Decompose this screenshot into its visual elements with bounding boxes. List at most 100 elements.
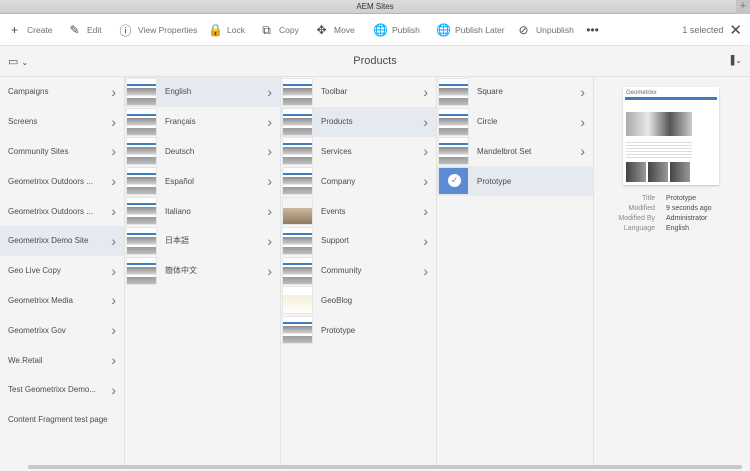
list-item[interactable]: Products › bbox=[281, 106, 436, 137]
list-item[interactable]: Geometrixx Media › bbox=[0, 286, 124, 316]
move-button[interactable]: ✥ Move bbox=[315, 14, 354, 46]
list-item[interactable]: Support › bbox=[281, 226, 436, 256]
globe-off-icon: ⊘ bbox=[518, 23, 529, 37]
list-item[interactable]: Events › bbox=[281, 196, 436, 226]
item-label: Mandelbrot Set bbox=[477, 146, 532, 156]
chevron-right-icon[interactable]: › bbox=[267, 232, 272, 249]
list-item[interactable]: Circle › bbox=[437, 107, 593, 137]
button-label: Lock bbox=[227, 25, 245, 35]
chevron-right-icon[interactable]: › bbox=[111, 381, 116, 398]
page-thumbnail bbox=[282, 197, 313, 226]
view-properties-button[interactable]: ⓘ View Properties bbox=[119, 14, 197, 46]
item-label: Community bbox=[321, 266, 362, 276]
list-item[interactable]: Deutsch › bbox=[125, 137, 280, 167]
list-item[interactable]: Toolbar › bbox=[281, 77, 436, 107]
list-item[interactable]: Français › bbox=[125, 107, 280, 137]
chevron-right-icon[interactable]: › bbox=[423, 113, 428, 130]
list-item[interactable]: Geometrixx Outdoors ... › bbox=[0, 196, 124, 226]
chevron-right-icon[interactable]: › bbox=[111, 292, 116, 309]
list-item[interactable]: Campaigns › bbox=[0, 77, 124, 107]
chevron-right-icon[interactable]: › bbox=[267, 262, 272, 279]
list-item[interactable]: Company › bbox=[281, 166, 436, 196]
list-item[interactable]: Mandelbrot Set › bbox=[437, 137, 593, 167]
create-button[interactable]: + Create bbox=[8, 14, 53, 46]
publish-button[interactable]: 🌐 Publish bbox=[373, 14, 420, 46]
page-thumbnail bbox=[438, 107, 469, 136]
page-thumbnail bbox=[126, 197, 157, 226]
list-item[interactable]: Geometrixx Outdoors ... › bbox=[0, 166, 124, 196]
chevron-right-icon[interactable]: › bbox=[580, 83, 585, 100]
page-thumbnail bbox=[282, 226, 313, 255]
new-tab-button[interactable]: + bbox=[736, 0, 750, 14]
page-thumbnail bbox=[126, 167, 157, 196]
chevron-right-icon[interactable]: › bbox=[580, 143, 585, 160]
list-item[interactable]: English › bbox=[125, 77, 280, 107]
plus-icon: + bbox=[10, 23, 18, 37]
list-item[interactable]: 日本語 › bbox=[125, 226, 280, 256]
list-item[interactable]: Square › bbox=[437, 77, 593, 107]
edit-button[interactable]: ✎ Edit bbox=[68, 14, 101, 46]
checkmark-icon bbox=[438, 167, 469, 196]
chevron-right-icon[interactable]: › bbox=[423, 203, 428, 220]
list-item[interactable]: Prototype bbox=[281, 315, 436, 345]
list-item[interactable]: Community › bbox=[281, 256, 436, 286]
list-item[interactable]: GeoBlog bbox=[281, 286, 436, 316]
chevron-right-icon[interactable]: › bbox=[423, 173, 428, 190]
page-thumbnail bbox=[126, 77, 157, 106]
chevron-right-icon[interactable]: › bbox=[111, 113, 116, 130]
list-item[interactable]: Test Geometrixx Demo... › bbox=[0, 375, 124, 405]
chevron-right-icon[interactable]: › bbox=[111, 352, 116, 369]
chevron-right-icon[interactable]: › bbox=[267, 83, 272, 100]
list-item[interactable]: Content Fragment test page bbox=[0, 405, 124, 435]
info-icon: ⓘ bbox=[119, 23, 132, 38]
chevron-right-icon[interactable]: › bbox=[267, 203, 272, 220]
list-item[interactable]: Prototype bbox=[437, 166, 593, 197]
item-label: Content Fragment test page bbox=[8, 415, 108, 425]
page-thumbnail bbox=[126, 107, 157, 136]
chevron-right-icon[interactable]: › bbox=[111, 83, 116, 100]
chevron-right-icon[interactable]: › bbox=[111, 262, 116, 279]
list-item[interactable]: Community Sites › bbox=[0, 137, 124, 167]
list-item[interactable]: Español › bbox=[125, 166, 280, 196]
page-title: Products bbox=[353, 55, 397, 67]
chevron-right-icon[interactable]: › bbox=[423, 143, 428, 160]
copy-icon: ⧉ bbox=[262, 22, 271, 37]
chevron-right-icon[interactable]: › bbox=[267, 143, 272, 160]
chevron-right-icon[interactable]: › bbox=[111, 143, 116, 160]
horizontal-scrollbar[interactable] bbox=[28, 465, 742, 469]
chevron-right-icon[interactable]: › bbox=[111, 232, 116, 249]
list-item[interactable]: We.Retail › bbox=[0, 345, 124, 375]
chevron-right-icon[interactable]: › bbox=[267, 113, 272, 130]
chevron-right-icon[interactable]: › bbox=[423, 262, 428, 279]
list-item[interactable]: Geometrixx Demo Site › bbox=[0, 226, 124, 256]
lock-button[interactable]: 🔒 Lock bbox=[208, 14, 245, 46]
list-item[interactable]: Geometrixx Gov › bbox=[0, 315, 124, 345]
publish-later-button[interactable]: 🌐 Publish Later bbox=[436, 14, 505, 46]
chevron-right-icon[interactable]: › bbox=[111, 203, 116, 220]
close-selection-icon[interactable]: ✕ bbox=[729, 22, 742, 39]
list-item[interactable]: Geo Live Copy › bbox=[0, 256, 124, 286]
item-label: Test Geometrixx Demo... bbox=[8, 385, 97, 395]
view-switcher-button[interactable]: ||| ⌄ bbox=[730, 54, 742, 66]
chevron-right-icon[interactable]: › bbox=[580, 113, 585, 130]
list-item[interactable]: Services › bbox=[281, 137, 436, 167]
list-item[interactable]: 簡体中文 › bbox=[125, 256, 280, 286]
more-icon: ••• bbox=[586, 23, 599, 37]
column-sites: Campaigns › Screens › Community Sites › Geomet… bbox=[0, 77, 125, 465]
chevron-right-icon[interactable]: › bbox=[111, 173, 116, 190]
unpublish-button[interactable]: ⊘ Unpublish bbox=[517, 14, 573, 46]
chevron-right-icon[interactable]: › bbox=[423, 83, 428, 100]
copy-button[interactable]: ⧉ Copy bbox=[260, 14, 299, 46]
page-thumbnail bbox=[126, 226, 157, 255]
chevron-right-icon[interactable]: › bbox=[423, 232, 428, 249]
more-button[interactable]: ••• bbox=[586, 14, 605, 46]
item-label: Geometrixx Outdoors ... bbox=[8, 176, 93, 186]
globe-clock-icon: 🌐 bbox=[436, 23, 451, 37]
list-item[interactable]: Italiano › bbox=[125, 196, 280, 226]
item-label: Español bbox=[165, 176, 194, 186]
chevron-right-icon[interactable]: › bbox=[267, 173, 272, 190]
list-item[interactable]: Screens › bbox=[0, 107, 124, 137]
chevron-right-icon[interactable]: › bbox=[111, 322, 116, 339]
page-thumbnail bbox=[282, 256, 313, 285]
rail-toggle-button[interactable]: ▭ ⌄ bbox=[8, 55, 28, 68]
